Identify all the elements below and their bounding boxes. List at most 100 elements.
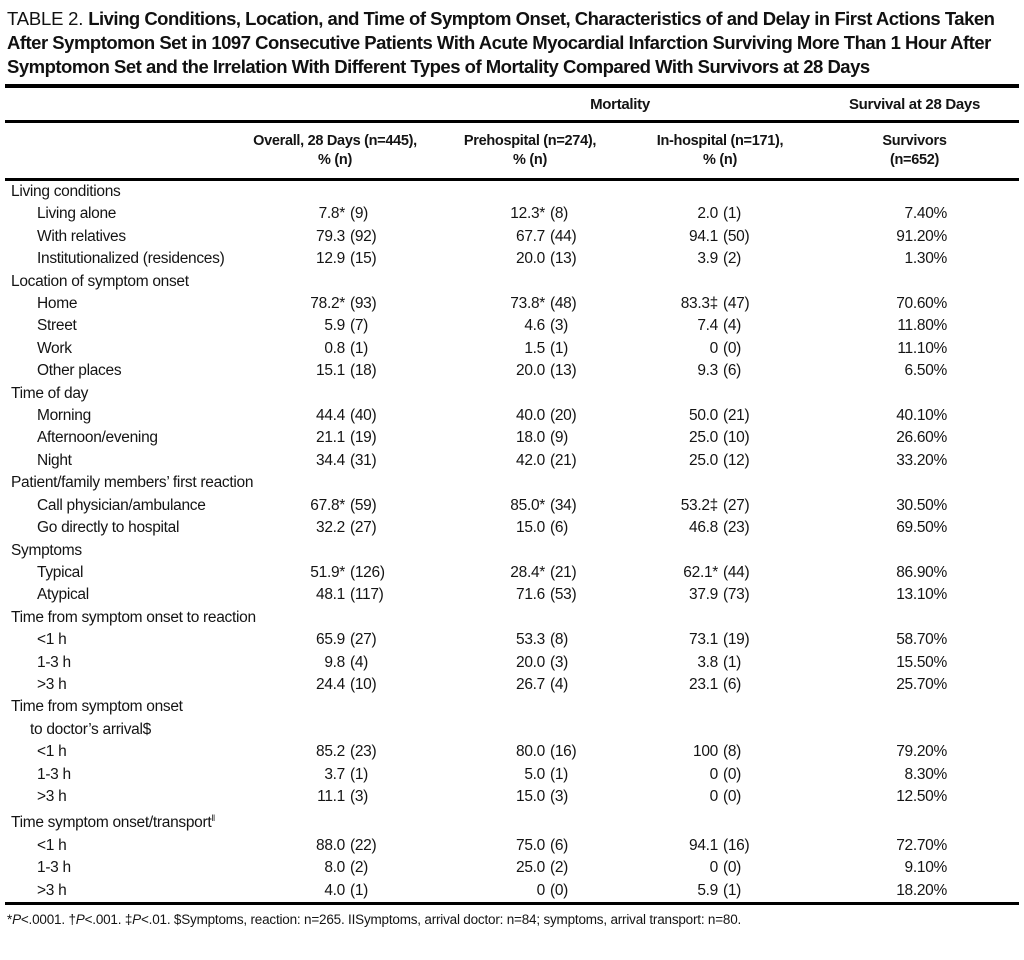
row-label: Living alone <box>37 205 117 223</box>
cell-inhospital: 0 (0) <box>709 859 742 877</box>
section-header: Location of symptom onset <box>11 272 189 290</box>
footnote-italic-p: P <box>12 912 21 927</box>
cell-inhospital: 37.9 (73) <box>689 586 750 604</box>
cell-prehospital: 20.0 (13) <box>516 250 577 268</box>
cell-survivors: 18.20% <box>896 881 947 899</box>
row-label: Institutionalized (residences) <box>37 250 225 268</box>
cell-prehospital: 75.0 (6) <box>516 836 569 854</box>
cell-inhospital: 94.1 (50) <box>689 227 750 245</box>
section-header-row: Location of symptom onset <box>5 271 1019 293</box>
row-label: Home <box>37 295 78 313</box>
cell-overall: 0.8 (1) <box>324 339 369 357</box>
cell-inhospital: 25.0 (12) <box>689 451 750 469</box>
cell-inhospital: 73.1 (19) <box>689 631 750 649</box>
cell-inhospital: 9.3 (6) <box>697 362 742 380</box>
table-row: <1 h 65.9 (27) 53.3 (8) 73.1 (19) 58.70% <box>5 629 1019 651</box>
cell-prehospital: 71.6 (53) <box>516 586 577 604</box>
cell-inhospital: 23.1 (6) <box>689 675 742 693</box>
column-header-row: Overall, 28 Days (n=445), % (n) Prehospi… <box>5 121 1019 181</box>
section-header: Time from symptom onset <box>11 698 183 716</box>
cell-overall: 5.9 (7) <box>324 317 369 335</box>
footnote-text: <.0001. † <box>20 912 76 927</box>
section-header: Symptoms <box>11 541 82 559</box>
section-header: Patient/family members’ first reaction <box>11 474 254 492</box>
section-header-row: Time of day <box>5 383 1019 405</box>
group-header-row: Mortality Survival at 28 Days <box>5 86 1019 123</box>
section-header: Time of day <box>11 384 89 402</box>
table-row: >3 h 4.0 (1) 0 (0) 5.9 (1) 18.20% <box>5 880 1019 904</box>
data-table: Mortality Survival at 28 Days Overall, 2… <box>5 84 1019 905</box>
cell-survivors: 30.50% <box>896 496 947 514</box>
cell-overall: 15.1 (18) <box>316 362 377 380</box>
cell-overall: 7.8* (9) <box>318 205 369 223</box>
cell-prehospital: 26.7 (4) <box>516 675 569 693</box>
cell-overall: 51.9* (126) <box>310 563 385 581</box>
table-row: Institutionalized (residences) 12.9 (15) 20… <box>5 248 1019 270</box>
column-header-survivors: Survivors (n=652) <box>810 121 1019 181</box>
cell-prehospital: 20.0 (13) <box>516 362 577 380</box>
cell-inhospital: 7.4 (4) <box>697 317 742 335</box>
cell-overall: 3.7 (1) <box>324 765 369 783</box>
row-label: Call physician/ambulance <box>37 496 206 514</box>
table-row: Morning 44.4 (40) 40.0 (20) 50.0 (21) 40.10% <box>5 405 1019 427</box>
footnote: *P<.0001. †P<.001. ‡P<.01. $Symptoms, re… <box>7 912 1019 927</box>
cell-overall: 32.2 (27) <box>316 519 377 537</box>
section-header-row: Patient/family members’ first reaction <box>5 472 1019 494</box>
row-label: >3 h <box>37 787 67 805</box>
cell-inhospital: 53.2‡ (27) <box>680 496 750 514</box>
cell-survivors: 91.20% <box>896 227 947 245</box>
cell-survivors: 69.50% <box>896 519 947 537</box>
cell-survivors: 13.10% <box>896 586 947 604</box>
cell-prehospital: 15.0 (6) <box>516 519 569 537</box>
footnote-italic-p: P <box>75 912 85 927</box>
cell-overall: 48.1 (117) <box>316 586 384 604</box>
cell-survivors: 12.50% <box>896 787 947 805</box>
cell-inhospital: 62.1* (44) <box>683 563 750 581</box>
row-label: <1 h <box>37 743 67 761</box>
cell-survivors: 40.10% <box>896 407 947 425</box>
row-label: Atypical <box>37 586 89 604</box>
row-label: <1 h <box>37 631 67 649</box>
cell-overall: 11.1 (3) <box>317 787 369 805</box>
cell-inhospital: 0 (0) <box>709 765 742 783</box>
cell-prehospital: 5.0 (1) <box>524 765 569 783</box>
cell-survivors: 11.10% <box>897 339 947 357</box>
table-row: With relatives 79.3 (92) 67.7 (44) 94.1 (50) 91… <box>5 226 1019 248</box>
table-row: >3 h 24.4 (10) 26.7 (4) 23.1 (6) 25.70% <box>5 674 1019 696</box>
cell-overall: 65.9 (27) <box>316 631 377 649</box>
cell-survivors: 8.30% <box>904 765 948 783</box>
row-label: Afternoon/evening <box>37 429 158 447</box>
table-row: 1-3 h 9.8 (4) 20.0 (3) 3.8 (1) 15.50% <box>5 652 1019 674</box>
cell-prehospital: 25.0 (2) <box>516 859 569 877</box>
cell-inhospital: 2.0 (1) <box>697 205 742 223</box>
cell-inhospital: 5.9 (1) <box>697 881 742 899</box>
cell-prehospital: 1.5 (1) <box>524 339 569 357</box>
table-row: Home 78.2* (93) 73.8* (48) 83.3‡ (47) 70.60% <box>5 293 1019 315</box>
table-row: Afternoon/evening 21.1 (19) 18.0 (9) 25.0 (10)… <box>5 427 1019 449</box>
row-label: >3 h <box>37 675 67 693</box>
row-label: 1-3 h <box>37 765 71 783</box>
cell-inhospital: 3.8 (1) <box>697 653 742 671</box>
table-row: >3 h 11.1 (3) 15.0 (3) 0 (0) 12.50% <box>5 786 1019 808</box>
cell-survivors: 33.20% <box>896 451 947 469</box>
cell-overall: 21.1 (19) <box>316 429 377 447</box>
section-header: Living conditions <box>11 183 121 200</box>
footnote-text: <.01. $Symptoms, reaction: n=265. IISymp… <box>140 912 742 927</box>
table-row: Living alone 7.8* (9) 12.3* (8) 2.0 (1) 7.40% <box>5 203 1019 225</box>
section-header-row: Time symptom onset/transport‖ <box>5 808 1019 834</box>
cell-survivors: 79.20% <box>896 743 947 761</box>
cell-prehospital: 4.6 (3) <box>524 317 569 335</box>
cell-prehospital: 18.0 (9) <box>516 429 569 447</box>
cell-prehospital: 15.0 (3) <box>516 787 569 805</box>
cell-overall: 8.0 (2) <box>324 859 369 877</box>
cell-overall: 12.9 (15) <box>316 250 377 268</box>
section-header-row: Symptoms <box>5 540 1019 562</box>
cell-prehospital: 0 (0) <box>536 881 569 899</box>
cell-overall: 78.2* (93) <box>310 295 377 313</box>
cell-inhospital: 50.0 (21) <box>689 407 750 425</box>
cell-inhospital: 3.9 (2) <box>697 250 742 268</box>
row-label: With relatives <box>37 227 126 245</box>
section-header-row: to doctor’s arrival$ <box>5 719 1019 741</box>
cell-prehospital: 42.0 (21) <box>516 451 577 469</box>
cell-inhospital: 100 (8) <box>693 743 742 761</box>
